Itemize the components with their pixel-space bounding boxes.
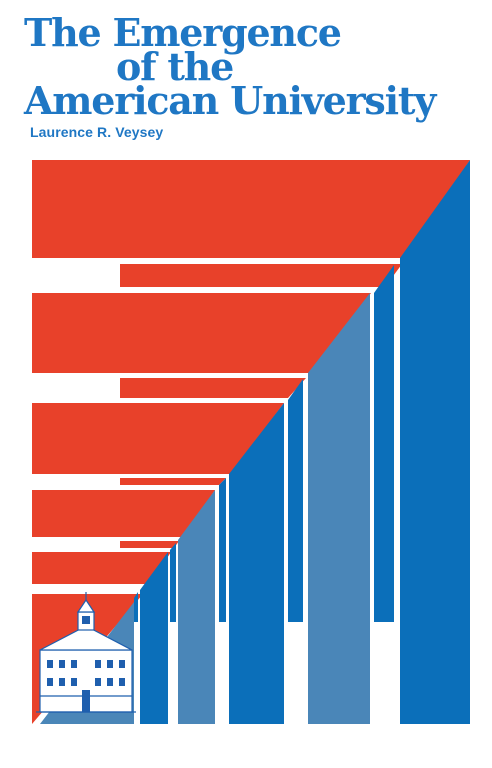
blue-column: [308, 293, 370, 724]
blue-column: [140, 552, 168, 724]
red-bars: [32, 160, 470, 724]
blue-column: [288, 379, 303, 622]
blue-column: [178, 490, 215, 724]
red-bar: [32, 160, 470, 258]
red-bar: [120, 541, 179, 548]
blue-column: [219, 478, 226, 622]
book-title: The Emergence of the American University: [24, 10, 436, 123]
red-bar: [32, 552, 171, 584]
red-bar: [32, 403, 284, 474]
red-bar: [120, 264, 402, 287]
red-bar: [120, 378, 306, 398]
title-line-2: of the: [116, 44, 234, 89]
blue-column: [400, 160, 470, 724]
red-bar: [32, 490, 215, 537]
red-bar: [32, 293, 371, 373]
title-line-1: The Emergence: [24, 10, 342, 55]
blue-column: [229, 403, 284, 724]
university-hall-illustration: [36, 592, 136, 713]
blue-column: [170, 543, 176, 622]
author-name: Laurence R. Veysey: [30, 124, 164, 140]
blue-column: [134, 592, 138, 622]
title-line-3: American University: [24, 78, 436, 123]
red-bar: [120, 478, 226, 485]
blue-column: [374, 265, 394, 622]
